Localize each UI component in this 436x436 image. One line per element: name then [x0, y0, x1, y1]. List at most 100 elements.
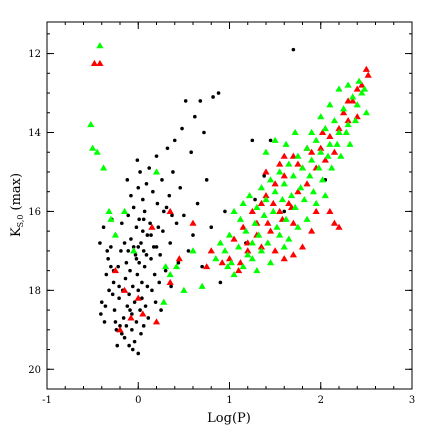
data-point-circle [126, 249, 131, 253]
data-point-green-triangle [271, 136, 279, 143]
x-tick-label: 0 [135, 395, 141, 406]
data-point-red-triangle [326, 132, 334, 139]
data-point-circle [195, 201, 200, 206]
data-point-green-triangle [264, 239, 272, 246]
data-point-red-triangle [269, 199, 277, 207]
data-point-circle [165, 146, 170, 151]
data-point-circle [168, 241, 172, 245]
data-point-red-triangle [358, 81, 366, 88]
data-point-circle [158, 253, 162, 257]
data-point-red-triangle [262, 192, 270, 199]
data-point-red-triangle [239, 223, 247, 230]
data-point-red-triangle [96, 59, 104, 66]
data-point-circle [117, 296, 121, 301]
data-point-red-triangle [276, 207, 284, 214]
data-point-red-triangle [207, 247, 215, 254]
data-point-green-triangle [216, 239, 224, 246]
data-point-circle [99, 312, 103, 316]
data-point-green-triangle [291, 128, 299, 136]
data-point-green-triangle [282, 140, 290, 147]
data-point-green-triangle [239, 263, 247, 270]
data-point-green-triangle [312, 199, 320, 207]
data-point-circle [139, 241, 143, 245]
data-point-green-triangle [99, 164, 108, 171]
data-point-green-triangle [262, 148, 270, 155]
data-point-circle [119, 249, 123, 253]
data-point-circle [117, 284, 121, 289]
data-point-circle [103, 304, 108, 308]
data-point-red-triangle [294, 160, 302, 167]
data-point-circle [198, 99, 203, 103]
data-point-circle [99, 300, 104, 304]
data-point-circle [186, 249, 191, 253]
data-point-green-triangle [358, 89, 366, 96]
data-point-red-triangle [298, 243, 307, 250]
data-point-circle [167, 193, 172, 198]
data-point-green-triangle [130, 247, 138, 254]
data-point-circle [104, 272, 109, 277]
data-point-green-triangle [152, 168, 161, 175]
data-point-circle [145, 284, 150, 289]
data-point-circle [189, 150, 193, 155]
data-point-circle [116, 264, 120, 269]
data-point-green-triangle [335, 128, 343, 136]
data-point-green-triangle [297, 184, 305, 191]
data-point-circle [200, 264, 204, 269]
y-axis-label-main: K [9, 227, 24, 237]
data-point-circle [142, 209, 147, 214]
data-point-red-triangle [244, 247, 252, 254]
y-tick-label: 14 [28, 128, 41, 139]
data-point-green-triangle [225, 231, 234, 238]
data-point-red-triangle [152, 318, 161, 325]
data-point-red-triangle [203, 263, 211, 270]
data-point-circle [136, 245, 141, 249]
data-point-green-triangle [244, 251, 252, 258]
data-point-green-triangle [318, 176, 327, 183]
data-point-red-triangle [175, 255, 183, 262]
data-point-green-triangle [349, 93, 357, 100]
data-point-circle [143, 304, 148, 308]
data-point-green-triangle [248, 239, 256, 246]
data-point-circle [106, 256, 110, 261]
data-point-red-triangle [349, 97, 357, 104]
data-point-green-triangle [230, 207, 238, 214]
data-point-red-triangle [116, 326, 124, 333]
data-point-circle [133, 253, 138, 257]
data-point-red-triangle [90, 59, 99, 66]
data-point-red-triangle [280, 255, 288, 262]
data-point-green-triangle [324, 152, 332, 159]
data-point-red-triangle [364, 71, 372, 78]
data-point-circle [120, 331, 124, 336]
data-point-red-triangle [271, 180, 279, 187]
data-point-circle [136, 185, 141, 190]
data-point-circle [209, 225, 214, 230]
data-point-green-triangle [306, 172, 314, 179]
data-point-circle [144, 253, 149, 257]
data-point-circle [153, 300, 158, 304]
data-point-circle [132, 339, 137, 344]
data-point-circle [101, 225, 106, 230]
data-point-circle [138, 170, 142, 174]
data-point-circle [169, 284, 173, 289]
x-tick-label: 3 [409, 395, 415, 406]
data-point-green-triangle [335, 85, 343, 92]
data-point-circle [148, 221, 152, 226]
data-point-red-triangle [264, 219, 272, 226]
data-point-circle [144, 181, 149, 186]
data-point-circle [157, 280, 162, 285]
data-point-circle [128, 308, 132, 312]
x-axis-label: Log(P) [207, 411, 251, 426]
data-point-circle [149, 233, 153, 237]
data-point-green-triangle [107, 215, 115, 222]
data-point-circle [160, 178, 164, 182]
data-point-circle [114, 328, 119, 332]
data-point-circle [130, 328, 134, 332]
data-point-red-triangle [289, 152, 297, 159]
data-point-circle [135, 158, 140, 162]
data-point-green-triangle [271, 188, 279, 195]
data-point-red-triangle [276, 160, 284, 167]
data-point-green-triangle [303, 144, 311, 151]
data-point-circle [136, 288, 141, 293]
data-point-green-triangle [317, 148, 325, 155]
